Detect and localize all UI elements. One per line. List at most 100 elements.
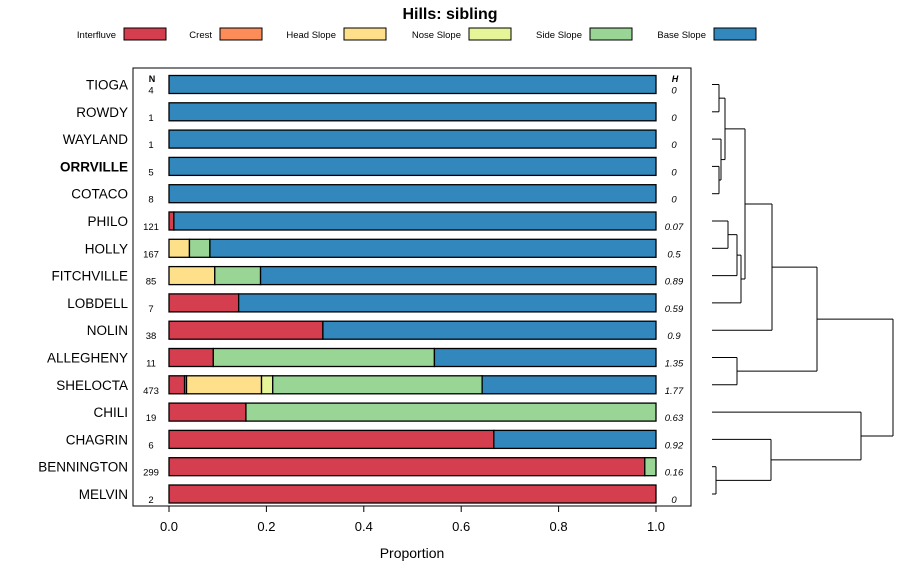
bar-segment-base-slope [168,74,657,95]
bar-segment-interfluve [168,429,495,450]
bar-segment-base-slope [168,156,657,177]
row-h-value: 0 [671,495,677,506]
legend-label-crest: Crest [189,30,212,41]
row-rowdy: ROWDY 1 0 [76,102,677,124]
row-label: CHAGRIN [66,432,128,447]
row-h-value: 0 [671,195,677,206]
x-tick-label: 1.0 [647,519,665,534]
row-label: SHELOCTA [56,378,128,393]
bar-segment-head-slope [168,265,216,286]
legend-label-interfluve: Interfluve [77,30,116,41]
bar-segment-interfluve [168,320,324,340]
row-n-value: 1 [148,140,153,151]
bar-segment-base-slope [493,429,657,450]
n-column-header: N [149,74,156,84]
legend-swatch-base-slope [713,27,757,41]
bar-segment-interfluve [168,484,657,504]
row-n-value: 1 [148,113,153,124]
chart-title: Hills: sibling [402,6,497,23]
row-n-value: 11 [146,359,156,370]
bar-segment-base-slope [209,238,657,258]
row-allegheny: ALLEGHENY 11 1.35 [47,347,684,370]
row-n-value: 2 [148,495,153,506]
row-cotaco: COTACO 8 0 [71,184,677,206]
row-h-value: 0.07 [665,222,684,233]
bar-segment-base-slope [433,347,657,368]
bar-segment-base-slope [237,293,657,313]
x-axis-label: Proportion [380,545,445,561]
row-h-value: 0.92 [665,440,684,451]
x-tick-label: 0.8 [550,519,568,534]
row-philo: PHILO 121 0.07 [87,211,684,233]
row-n-value: 7 [148,304,153,315]
row-h-value: 0 [671,167,677,178]
row-label: NOLIN [87,323,128,338]
bar-segment-interfluve [168,347,214,368]
legend-label-base-slope: Base Slope [657,30,706,41]
x-tick-label: 0.4 [355,519,373,534]
row-label: WAYLAND [63,132,129,147]
row-n-value: 38 [146,331,157,342]
row-label: LOBDELL [67,296,128,311]
plot-frame [132,67,692,507]
bar-segment-base-slope [168,129,657,149]
row-label: HOLLY [85,241,128,256]
row-label: COTACO [71,187,128,202]
bar-segment-nose-slope [260,375,274,395]
row-h-value: 0.9 [667,331,681,342]
bar-segment-interfluve [168,375,186,395]
row-label: ALLEGHENY [47,351,128,366]
bar-segment-base-slope [168,102,657,122]
bar-segment-base-slope [322,320,657,340]
row-label: MELVIN [79,487,128,502]
bar-segment-base-slope [259,265,657,286]
row-label: BENNINGTON [38,460,128,475]
legend-swatch-interfluve [123,27,167,41]
row-n-value: 85 [146,277,157,288]
row-n-value: 8 [148,195,153,206]
row-h-value: 0 [671,140,677,151]
row-h-value: 1.35 [665,359,684,370]
x-tick-label: 0.2 [257,519,275,534]
row-n-value: 299 [143,468,159,479]
row-label: PHILO [87,214,128,229]
bar-segment-base-slope [173,211,657,231]
bar-segment-head-slope [185,375,263,395]
row-melvin: MELVIN 2 0 [79,484,677,506]
bar-segment-base-slope [168,184,657,204]
legend-swatch-head-slope [343,27,387,41]
bar-segment-interfluve [168,457,646,477]
row-h-value: 0.5 [667,249,681,260]
bar-segment-base-slope [481,375,657,395]
bar-segment-interfluve [168,211,175,231]
legend: Interfluve Crest Head Slope Nose Slope Side … [77,27,757,41]
row-lobdell: LOBDELL 7 0.59 [67,293,684,315]
row-shelocta: SHELOCTA 473 1.77 [56,375,684,397]
row-h-value: 1.77 [665,386,684,397]
row-n-value: 4 [148,86,153,97]
bar-segment-interfluve [168,402,247,422]
legend-label-side-slope: Side Slope [536,30,582,41]
row-wayland: WAYLAND 1 0 [63,129,677,151]
bar-segment-side-slope [644,457,657,477]
bar-segment-side-slope [272,375,483,395]
bar-segment-head-slope [168,238,191,258]
row-chili: CHILI 19 0.63 [93,402,684,424]
bar-rows: TIOGA 4 0 ROWDY 1 0 WAYLAND 1 0 ORRVILLE 5 0 COTACO 8… [38,74,684,506]
row-n-value: 6 [148,440,153,451]
row-h-value: 0 [671,86,677,97]
legend-swatch-side-slope [589,27,633,41]
bar-segment-side-slope [214,265,262,286]
row-n-value: 121 [143,222,159,233]
row-n-value: 473 [143,386,159,397]
row-h-value: 0.63 [665,413,684,424]
row-n-value: 19 [146,413,157,424]
row-n-value: 5 [148,167,153,178]
row-label: CHILI [93,405,128,420]
row-label: ROWDY [76,105,128,120]
row-tioga: TIOGA 4 0 [86,74,677,97]
legend-label-nose-slope: Nose Slope [412,30,461,41]
row-label: ORRVILLE [60,159,128,174]
row-fitchville: FITCHVILLE 85 0.89 [51,265,684,288]
